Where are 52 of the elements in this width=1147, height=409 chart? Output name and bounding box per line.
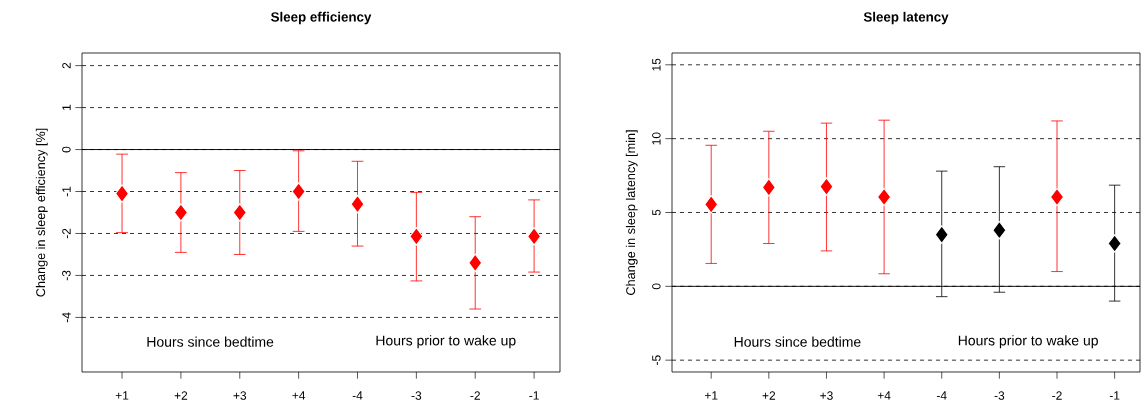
x-tick-label: -1 <box>1109 391 1120 400</box>
y-tick-label: -5 <box>652 355 661 365</box>
x-tick-label: +4 <box>292 391 306 400</box>
x-tick-label: +1 <box>704 391 718 400</box>
point <box>350 194 365 214</box>
point <box>527 227 542 246</box>
x-tick-label: -2 <box>470 391 480 400</box>
x-tick-label: +1 <box>115 391 129 400</box>
point <box>468 253 483 273</box>
y-tick-label: 10 <box>652 132 661 145</box>
point <box>1107 234 1122 253</box>
chart-title: Sleep latency <box>863 11 949 25</box>
y-tick-label: -1 <box>62 186 71 197</box>
y-tick-label: 1 <box>62 104 71 110</box>
y-tick-label: -4 <box>62 312 71 323</box>
point <box>115 184 130 203</box>
y-tick-label: -2 <box>62 228 71 239</box>
x-tick-label: +4 <box>877 391 891 400</box>
x-tick-label: -3 <box>994 391 1005 400</box>
chart-title: Sleep efficiency <box>270 11 372 25</box>
point <box>704 195 719 214</box>
x-tick-label: +2 <box>174 391 188 400</box>
y-tick-label: 0 <box>652 283 661 290</box>
x-tick-label: -4 <box>352 391 363 400</box>
point <box>232 203 247 222</box>
point <box>992 221 1007 240</box>
point <box>877 187 892 207</box>
point <box>761 178 776 197</box>
y-tick-label: 0 <box>62 146 71 153</box>
annotation: Hours since bedtime <box>734 336 861 347</box>
x-tick-label: -4 <box>936 391 947 400</box>
point <box>819 177 834 196</box>
y-axis-title: Change in sleep efficiency [%] <box>35 128 48 297</box>
point <box>934 225 949 244</box>
y-tick-label: 2 <box>62 62 71 69</box>
x-tick-label: +3 <box>233 391 247 400</box>
point <box>173 203 188 222</box>
y-axis-title: Change in sleep latency [min] <box>625 130 638 295</box>
x-tick-label: +2 <box>762 391 776 400</box>
y-tick-label: 15 <box>652 58 661 71</box>
y-tick-label: 5 <box>652 209 661 216</box>
x-tick-label: -2 <box>1052 391 1062 400</box>
x-tick-label: -1 <box>529 391 539 400</box>
x-tick-label: +3 <box>820 391 833 400</box>
annotation: Hours prior to wake up <box>376 335 516 349</box>
annotation: Hours prior to wake up <box>958 335 1098 349</box>
point <box>1049 187 1065 207</box>
point <box>409 227 424 246</box>
x-tick-label: -3 <box>411 391 422 400</box>
annotation: Hours since bedtime <box>147 336 274 347</box>
point <box>291 182 306 201</box>
y-tick-label: -3 <box>62 270 71 281</box>
